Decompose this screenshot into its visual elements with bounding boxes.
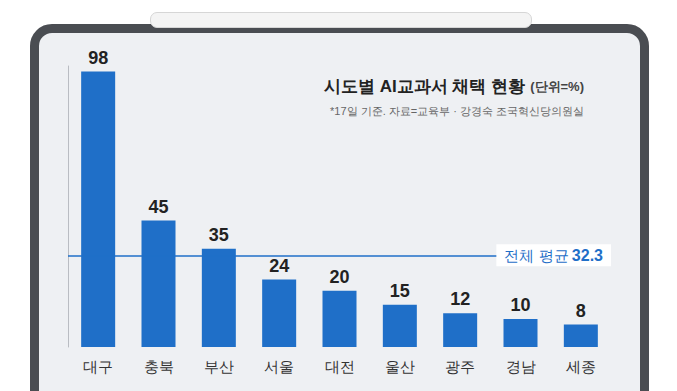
svg-text:세종: 세종: [566, 358, 596, 375]
svg-text:24: 24: [269, 256, 289, 276]
svg-text:12: 12: [450, 289, 470, 309]
svg-text:경남: 경남: [506, 358, 536, 375]
svg-text:35: 35: [209, 225, 229, 245]
svg-text:시도별 AI교과서 채택 현황: 시도별 AI교과서 채택 현황: [324, 77, 525, 96]
svg-text:대구: 대구: [83, 358, 113, 375]
svg-text:전체 평균: 전체 평균: [504, 247, 568, 264]
svg-text:45: 45: [148, 197, 168, 217]
svg-text:10: 10: [510, 295, 530, 315]
svg-text:서울: 서울: [264, 358, 294, 375]
svg-text:8: 8: [576, 301, 586, 321]
svg-text:32.3: 32.3: [572, 247, 603, 264]
svg-text:98: 98: [88, 48, 108, 68]
svg-text:15: 15: [390, 281, 410, 301]
svg-text:(단위=%): (단위=%): [530, 79, 584, 94]
svg-text:대전: 대전: [325, 358, 355, 375]
svg-text:부산: 부산: [204, 358, 234, 375]
svg-text:*17일 기준. 자료=교육부 · 강경숙 조국혁신당의원실: *17일 기준. 자료=교육부 · 강경숙 조국혁신당의원실: [330, 105, 584, 117]
svg-text:20: 20: [329, 267, 349, 287]
svg-text:충북: 충북: [144, 358, 174, 375]
svg-text:울산: 울산: [385, 358, 415, 375]
svg-text:광주: 광주: [445, 358, 475, 375]
